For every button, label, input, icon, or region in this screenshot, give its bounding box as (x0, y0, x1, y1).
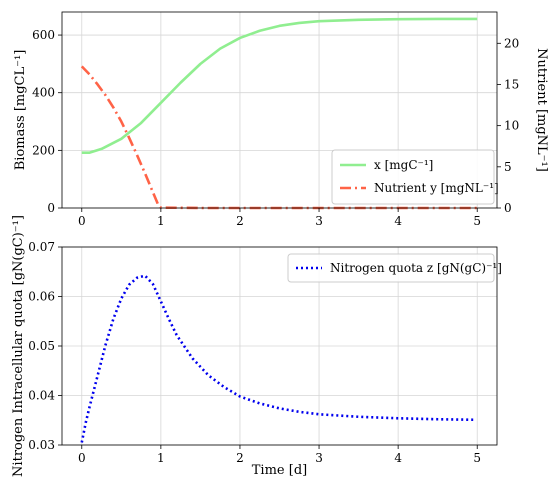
y-left-tick-label-1: 200 (32, 143, 55, 157)
x-tick-label-4: 4 (394, 451, 402, 465)
y-axis-label: Nitrogen Intracellular quota [gN(gC)⁻¹] (11, 215, 26, 477)
y-right-axis-label: Nutrient [mgNL⁻¹] (534, 48, 549, 172)
x-tick-label-3: 3 (315, 214, 323, 228)
y-right-tick-label-1: 5 (504, 160, 512, 174)
x-tick-label-5: 5 (473, 451, 481, 465)
y-left-axis-label: Biomass [mgCL⁻¹] (13, 50, 28, 171)
legend-label-1: Nutrient y [mgNL⁻¹] (374, 181, 499, 195)
top-chart-panel: 0 1 2 3 4 5 0 200 400 600 0 5 10 15 20 Biomass [mgCL⁻¹]… (13, 11, 549, 228)
bottom-chart-panel: 0 1 2 3 4 5 0.03 0.04 0.05 0.06 0.07 Time [d] Nitrog… (11, 215, 502, 478)
plot-frame (61, 11, 498, 209)
y-tick-label-1: 0.04 (28, 389, 55, 403)
x-axis-label: Time [d] (252, 463, 307, 478)
legend-box (287, 253, 495, 283)
x-tick-label-5: 5 (473, 214, 481, 228)
y-right-tick-label-4: 20 (504, 36, 519, 50)
y-tick-label-3: 0.06 (28, 290, 55, 304)
y-tick-label-0: 0.03 (28, 438, 55, 452)
legend-box (331, 149, 495, 205)
x-tick-label-2: 2 (236, 451, 244, 465)
x-tick-label-0: 0 (78, 451, 86, 465)
y-left-tick-label-2: 400 (32, 86, 55, 100)
x-tick-label-1: 1 (157, 214, 165, 228)
y-tick-label-2: 0.05 (28, 339, 55, 353)
series-line-0 (81, 17, 478, 154)
legend-label-0: x [mgC⁻¹] (374, 158, 433, 172)
y-right-tick-label-3: 15 (504, 77, 519, 91)
legend-label-0: Nitrogen quota z [gN(gC)⁻¹] (330, 261, 502, 275)
y-right-tick-label-2: 10 (504, 119, 519, 133)
legend: Nitrogen quota z [gN(gC)⁻¹] (287, 253, 502, 283)
y-right-tick-label-0: 0 (504, 201, 512, 215)
x-tick-label-0: 0 (78, 214, 86, 228)
y-left-tick-label-0: 0 (47, 201, 55, 215)
x-tick-label-1: 1 (157, 451, 165, 465)
x-tick-label-4: 4 (394, 214, 402, 228)
legend: x [mgC⁻¹] Nutrient y [mgNL⁻¹] (331, 149, 499, 205)
x-tick-label-3: 3 (315, 451, 323, 465)
x-tick-label-2: 2 (236, 214, 244, 228)
y-tick-label-4: 0.07 (28, 240, 55, 254)
y-left-tick-label-3: 600 (32, 28, 55, 42)
series-line-0 (80, 274, 474, 443)
